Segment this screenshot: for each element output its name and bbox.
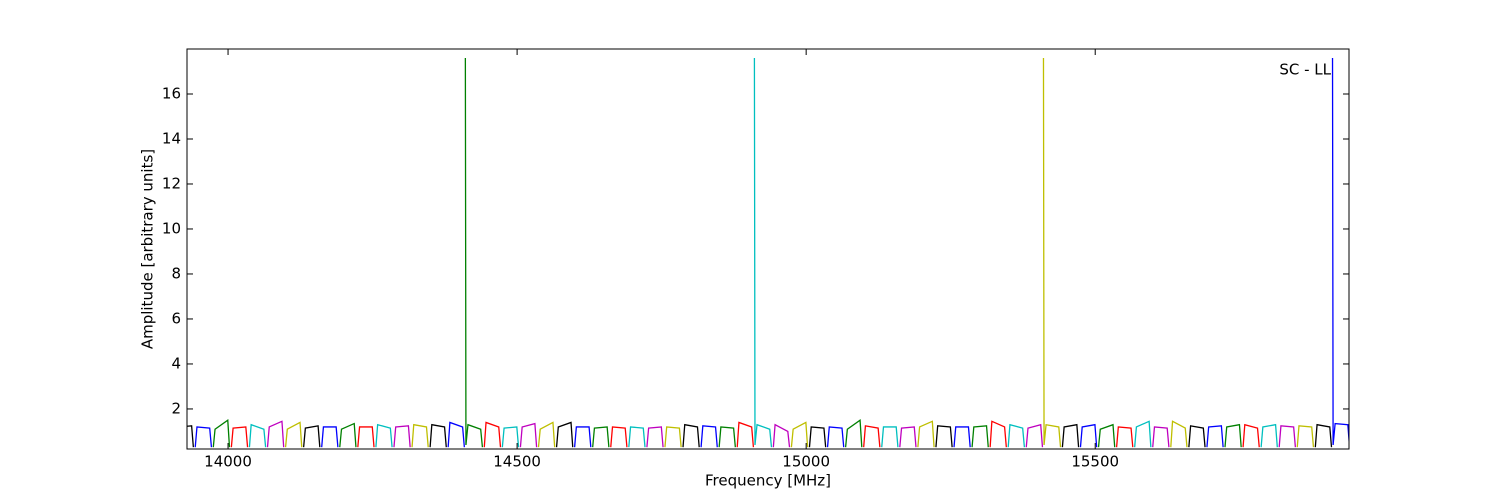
line-segment xyxy=(682,423,700,448)
line-segment xyxy=(718,426,736,448)
line-segment xyxy=(187,425,195,448)
line-segment xyxy=(1007,423,1026,448)
line-segment xyxy=(664,426,682,448)
line-segment xyxy=(1042,57,1062,448)
line-segment xyxy=(736,421,755,448)
line-segment xyxy=(1079,423,1098,448)
line-segment xyxy=(592,426,610,448)
y-tick-label: 4 xyxy=(171,354,181,372)
line-segment xyxy=(628,426,646,448)
y-tick-label: 14 xyxy=(162,129,181,147)
line-segment xyxy=(411,423,429,448)
line-segment xyxy=(302,425,321,448)
line-segment xyxy=(1097,423,1116,448)
line-segment xyxy=(1331,57,1349,448)
line-segment xyxy=(447,421,465,448)
line-segment xyxy=(753,57,773,448)
line-segment xyxy=(899,426,917,448)
line-segment xyxy=(1206,425,1224,448)
y-tick-label: 6 xyxy=(171,309,181,327)
line-segment xyxy=(1188,425,1206,448)
line-segment xyxy=(971,425,989,448)
line-segment xyxy=(212,418,231,448)
line-segment xyxy=(1224,423,1242,448)
line-segment xyxy=(248,423,267,448)
annotation: SC - LL xyxy=(1279,61,1331,79)
y-axis-label: Amplitude [arbitrary units] xyxy=(139,149,157,349)
line-segment xyxy=(826,426,845,448)
line-segment xyxy=(375,423,393,448)
line-segment xyxy=(1025,423,1044,448)
line-segment xyxy=(772,423,791,448)
line-segment xyxy=(555,421,574,448)
line-segment xyxy=(339,422,357,448)
line-segment xyxy=(790,421,809,448)
line-segment xyxy=(935,425,953,448)
line-segment xyxy=(393,425,411,448)
line-segment xyxy=(1314,423,1333,448)
line-segment xyxy=(519,422,538,448)
line-segment xyxy=(1260,423,1278,448)
line-segment xyxy=(808,426,827,448)
line-segment xyxy=(700,425,718,448)
line-segment xyxy=(1061,423,1080,448)
line-segment xyxy=(284,421,303,448)
line-segment xyxy=(844,418,863,448)
line-segment xyxy=(537,421,556,448)
y-tick-label: 12 xyxy=(162,174,181,192)
line-segment xyxy=(646,426,664,448)
line-segment xyxy=(230,426,249,448)
line-segment xyxy=(573,426,592,448)
line-segment xyxy=(1115,426,1134,448)
line-segment xyxy=(357,426,375,448)
line-segment xyxy=(1278,425,1297,448)
line-segment xyxy=(989,420,1007,448)
line-segment xyxy=(1152,426,1170,448)
plot-frame xyxy=(186,48,1350,450)
line-segment xyxy=(1242,423,1260,448)
x-tick-label: 15500 xyxy=(1071,453,1119,471)
line-segment xyxy=(483,421,502,448)
line-segment xyxy=(881,426,899,448)
x-tick-label: 14500 xyxy=(493,453,541,471)
line-segment xyxy=(501,426,520,448)
plot-area xyxy=(187,57,1349,448)
line-segment xyxy=(953,426,971,448)
x-axis-label: Frequency [MHz] xyxy=(705,472,831,490)
line-segment xyxy=(194,426,213,448)
line-segment xyxy=(429,423,447,448)
line-segment xyxy=(1296,425,1315,448)
line-segment xyxy=(917,420,935,448)
line-segment xyxy=(1134,420,1152,448)
line-segment xyxy=(610,426,628,448)
line-segment xyxy=(464,57,484,448)
y-tick-label: 10 xyxy=(162,219,181,237)
y-tick-label: 16 xyxy=(162,84,181,102)
x-tick-label: 15000 xyxy=(782,453,830,471)
line-segment xyxy=(1170,420,1188,448)
line-segment xyxy=(266,420,285,448)
y-tick-label: 8 xyxy=(171,264,181,282)
line-segment xyxy=(321,426,339,448)
line-segment xyxy=(863,425,881,448)
y-tick-label: 2 xyxy=(171,399,181,417)
x-tick-label: 14000 xyxy=(204,453,252,471)
